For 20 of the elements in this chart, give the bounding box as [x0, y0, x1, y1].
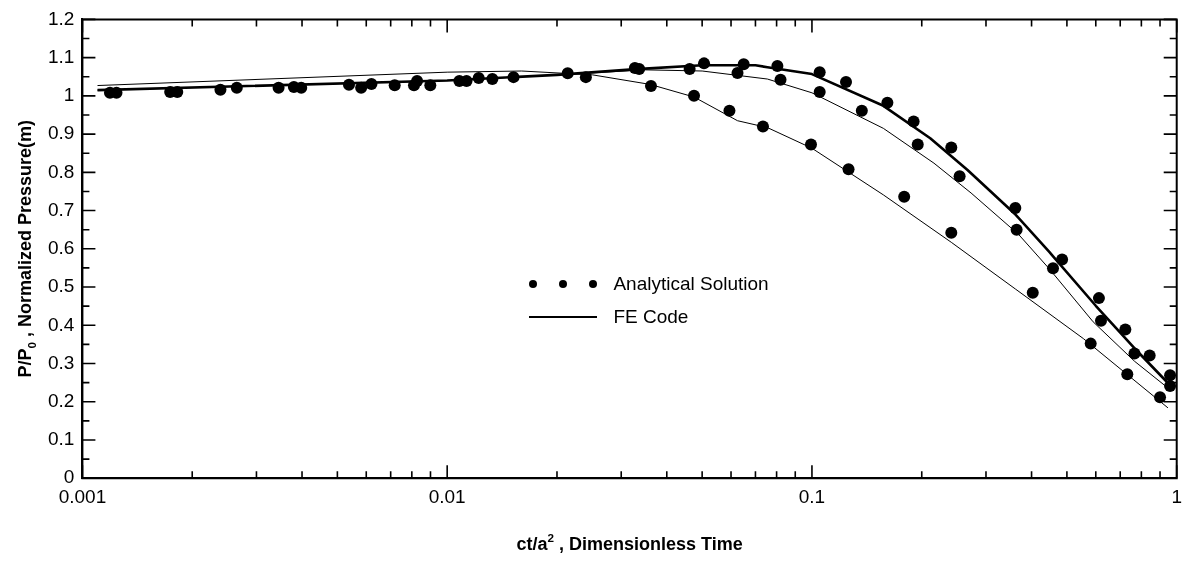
- legend-label: FE Code: [613, 305, 689, 328]
- y-tick-label: 0.4: [47, 313, 75, 335]
- y-tick-label: 0.3: [47, 351, 75, 373]
- y-tick-label: 0.9: [47, 122, 75, 144]
- x-tick-label: 1: [1171, 485, 1183, 507]
- y-tick-label: 0: [63, 466, 75, 488]
- y-tick-label: 1: [63, 84, 75, 106]
- y-tick-label: 0.5: [47, 275, 75, 297]
- y-axis-title: P/P0 , Normalized Pressure(m): [14, 120, 38, 378]
- y-tick-label: 0.2: [47, 389, 75, 411]
- y-tick-label: 0.6: [47, 237, 75, 259]
- y-tick-label: 0.8: [47, 160, 75, 182]
- x-tick-label: 0.01: [428, 485, 466, 507]
- y-tick-label: 1.2: [47, 7, 75, 29]
- legend-label: Analytical Solution: [613, 272, 769, 295]
- x-tick-label: 0.001: [58, 485, 107, 507]
- y-tick-label: 0.7: [47, 198, 75, 220]
- x-tick-label: 0.1: [798, 485, 826, 507]
- y-tick-label: 0.1: [47, 428, 75, 450]
- y-tick-label: 1.1: [47, 45, 75, 67]
